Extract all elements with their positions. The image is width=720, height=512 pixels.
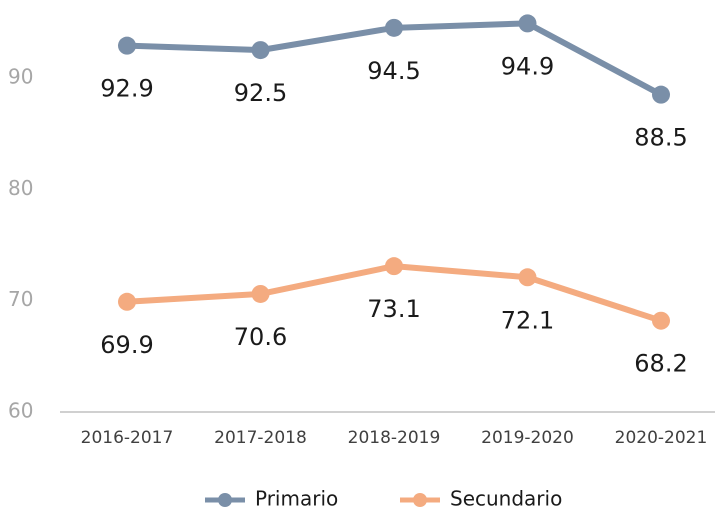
y-tick-label: 90	[8, 64, 33, 88]
data-label: 69.9	[100, 331, 153, 359]
legend-label: Secundario	[450, 487, 562, 511]
point	[652, 85, 670, 104]
x-tick-label: 2017-2018	[214, 428, 307, 448]
point	[251, 284, 270, 303]
y-tick-label: 60	[8, 399, 33, 423]
point	[251, 41, 270, 60]
data-label: 94.9	[501, 52, 554, 80]
data-label: 68.2	[634, 350, 687, 378]
legend-label: Primario	[255, 487, 338, 511]
point	[385, 18, 403, 37]
data-label: 72.1	[501, 306, 554, 334]
x-tick-label: 2016-2017	[81, 428, 174, 448]
data-label: 92.9	[100, 75, 153, 103]
data-label: 88.5	[634, 124, 687, 152]
point	[518, 14, 537, 33]
data-label: 70.6	[234, 323, 287, 351]
data-label: 94.5	[367, 57, 420, 85]
x-tick-label: 2019-2020	[481, 428, 574, 448]
x-tick-label: 2018-2019	[348, 428, 441, 448]
data-label: 73.1	[367, 295, 420, 323]
data-label: 92.5	[234, 79, 287, 107]
point	[118, 36, 136, 55]
y-tick-label: 70	[8, 287, 33, 311]
legend-marker	[413, 493, 427, 507]
x-tick-label: 2020-2021	[615, 428, 708, 448]
legend-marker	[218, 493, 232, 507]
point	[652, 311, 670, 330]
point	[385, 257, 403, 276]
point	[118, 292, 136, 311]
point	[518, 268, 537, 287]
y-tick-label: 80	[8, 176, 33, 200]
